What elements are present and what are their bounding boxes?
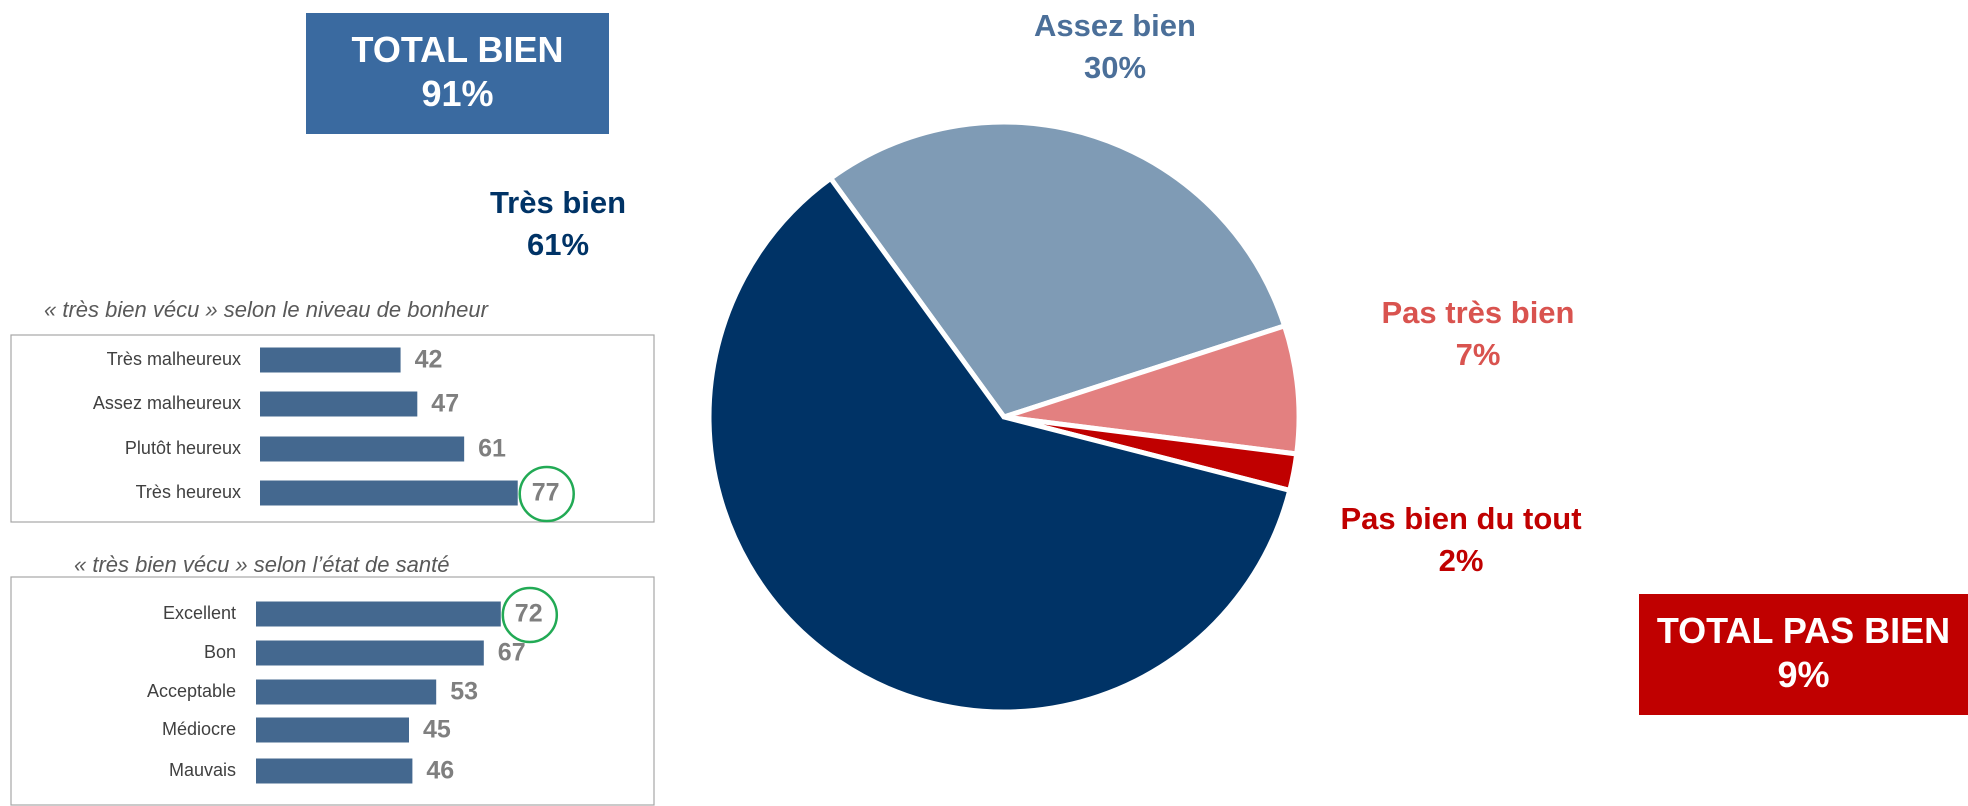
value-label: 42 <box>415 346 443 374</box>
bar <box>256 758 413 784</box>
value-label: 46 <box>426 757 454 785</box>
bar <box>256 601 501 627</box>
total-title: TOTAL PAS BIEN <box>1657 610 1950 651</box>
pie-slice <box>1003 322 1302 457</box>
bar-label: Excellent <box>163 603 236 623</box>
slice-label: Très bien <box>490 185 626 220</box>
pie-slice <box>827 119 1288 420</box>
bar <box>260 436 465 462</box>
total-value: 91% <box>421 73 493 114</box>
value-label: 53 <box>450 678 478 706</box>
bar <box>256 679 437 705</box>
slice-label: Pas très bien <box>1382 295 1575 330</box>
value-label: 67 <box>498 639 526 667</box>
value-label: 77 <box>532 479 560 507</box>
subtitle: « très bien vécu » selon le niveau de bo… <box>44 297 490 322</box>
bar-label: Médiocre <box>162 719 236 739</box>
slice-value: 2% <box>1439 543 1484 578</box>
slice-value: 30% <box>1084 50 1146 85</box>
total-title: TOTAL BIEN <box>351 29 563 70</box>
bar-label: Assez malheureux <box>93 393 241 413</box>
bar <box>260 480 518 506</box>
bar-label: Plutôt heureux <box>125 438 241 458</box>
value-label: 47 <box>431 390 459 418</box>
value-label: 72 <box>515 600 543 628</box>
slice-label: Pas bien du tout <box>1340 501 1581 536</box>
highlight-circle <box>518 465 575 523</box>
bar-label: Bon <box>204 642 236 662</box>
value-label: 61 <box>478 435 506 463</box>
bar <box>256 640 484 666</box>
total-box <box>306 13 609 134</box>
bar <box>256 717 409 743</box>
bar <box>260 347 401 373</box>
frame <box>10 576 655 806</box>
total-value: 9% <box>1777 654 1829 695</box>
value-label: 45 <box>423 716 451 744</box>
bar-label: Mauvais <box>169 760 236 780</box>
bar <box>260 391 418 417</box>
bar-label: Très heureux <box>136 482 241 502</box>
bar-label: Acceptable <box>147 681 236 701</box>
highlight-circle <box>501 586 559 644</box>
subtitle: « très bien vécu » selon l’état de santé <box>74 552 449 577</box>
slice-value: 7% <box>1456 337 1501 372</box>
bar-label: Très malheureux <box>107 349 241 369</box>
slice-value: 61% <box>527 227 589 262</box>
pie-slice <box>706 174 1293 715</box>
frame <box>10 334 655 523</box>
total-box <box>1639 594 1968 715</box>
slice-label: Assez bien <box>1034 8 1196 43</box>
